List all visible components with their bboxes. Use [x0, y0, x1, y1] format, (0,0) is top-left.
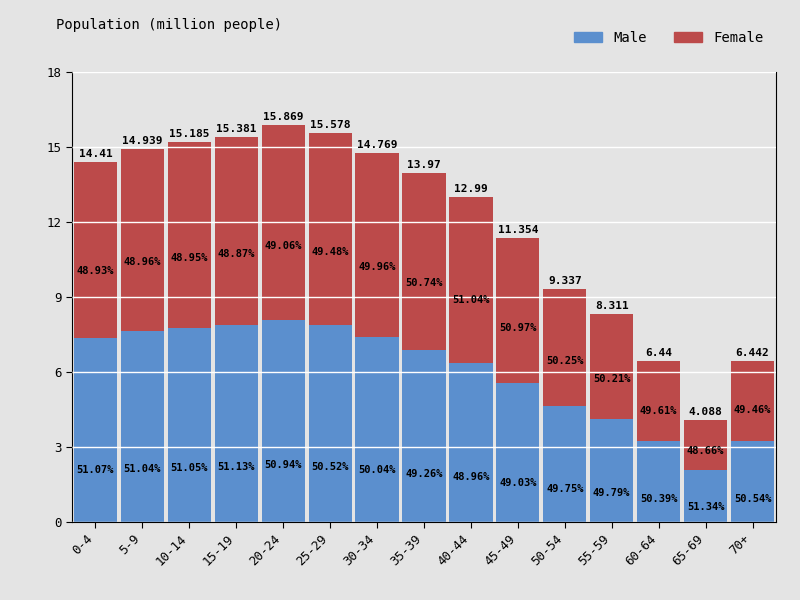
Bar — [543, 289, 586, 406]
Bar — [74, 338, 117, 522]
Text: 49.79%: 49.79% — [593, 488, 630, 498]
Text: 51.05%: 51.05% — [170, 463, 208, 473]
Bar — [355, 153, 398, 337]
Text: 48.87%: 48.87% — [218, 249, 255, 259]
Text: 50.52%: 50.52% — [311, 462, 349, 472]
Bar — [496, 238, 539, 383]
Text: 50.39%: 50.39% — [640, 494, 678, 504]
Text: 14.939: 14.939 — [122, 136, 162, 146]
Text: 50.25%: 50.25% — [546, 356, 583, 366]
Bar — [214, 325, 258, 522]
Text: 49.61%: 49.61% — [640, 406, 678, 416]
Text: 4.088: 4.088 — [689, 407, 722, 417]
Bar — [684, 470, 727, 522]
Bar — [262, 125, 305, 320]
Text: 50.94%: 50.94% — [265, 460, 302, 470]
Bar — [355, 337, 398, 522]
Bar — [168, 328, 211, 522]
Text: 49.06%: 49.06% — [265, 241, 302, 251]
Text: 49.46%: 49.46% — [734, 406, 771, 415]
Text: 49.26%: 49.26% — [406, 469, 442, 479]
Text: 50.04%: 50.04% — [358, 465, 396, 475]
Bar — [309, 325, 352, 522]
Bar — [731, 440, 774, 522]
Text: 48.96%: 48.96% — [452, 472, 490, 482]
Text: 48.66%: 48.66% — [687, 446, 724, 455]
Text: 9.337: 9.337 — [548, 275, 582, 286]
Bar — [450, 363, 493, 522]
Text: 49.03%: 49.03% — [499, 478, 537, 488]
Text: 48.95%: 48.95% — [170, 253, 208, 263]
Bar — [309, 133, 352, 325]
Bar — [168, 142, 211, 328]
Text: 12.99: 12.99 — [454, 184, 488, 194]
Text: Population (million people): Population (million people) — [56, 18, 282, 32]
Bar — [543, 406, 586, 522]
Text: 6.442: 6.442 — [736, 348, 770, 358]
Bar — [496, 383, 539, 522]
Text: 50.74%: 50.74% — [406, 278, 442, 287]
Text: 14.41: 14.41 — [78, 149, 112, 159]
Bar — [731, 361, 774, 440]
Text: 13.97: 13.97 — [407, 160, 441, 170]
Text: 48.93%: 48.93% — [77, 266, 114, 276]
Bar — [262, 320, 305, 522]
Text: 50.54%: 50.54% — [734, 494, 771, 504]
Bar — [402, 173, 446, 350]
Text: 51.07%: 51.07% — [77, 466, 114, 475]
Bar — [74, 162, 117, 338]
Bar — [214, 137, 258, 325]
Bar — [590, 314, 634, 419]
Legend: Male, Female: Male, Female — [569, 25, 769, 50]
Text: 49.75%: 49.75% — [546, 484, 583, 494]
Text: 15.869: 15.869 — [263, 112, 303, 122]
Text: 51.13%: 51.13% — [218, 462, 255, 472]
Text: 51.04%: 51.04% — [124, 464, 161, 473]
Text: 50.97%: 50.97% — [499, 323, 537, 333]
Text: 50.21%: 50.21% — [593, 374, 630, 384]
Bar — [121, 149, 164, 331]
Text: 8.311: 8.311 — [595, 301, 629, 311]
Bar — [590, 419, 634, 522]
Text: 6.44: 6.44 — [645, 348, 672, 358]
Text: 49.96%: 49.96% — [358, 262, 396, 272]
Text: 15.381: 15.381 — [216, 124, 257, 134]
Text: 49.48%: 49.48% — [311, 247, 349, 257]
Text: 51.04%: 51.04% — [452, 295, 490, 305]
Text: 14.769: 14.769 — [357, 140, 398, 150]
Bar — [450, 197, 493, 363]
Bar — [402, 350, 446, 522]
Text: 48.96%: 48.96% — [124, 257, 161, 267]
Text: 11.354: 11.354 — [498, 225, 538, 235]
Text: 15.185: 15.185 — [169, 130, 210, 139]
Bar — [121, 331, 164, 522]
Bar — [684, 420, 727, 470]
Bar — [637, 361, 680, 441]
Bar — [637, 441, 680, 522]
Text: 51.34%: 51.34% — [687, 502, 724, 512]
Text: 15.578: 15.578 — [310, 119, 350, 130]
